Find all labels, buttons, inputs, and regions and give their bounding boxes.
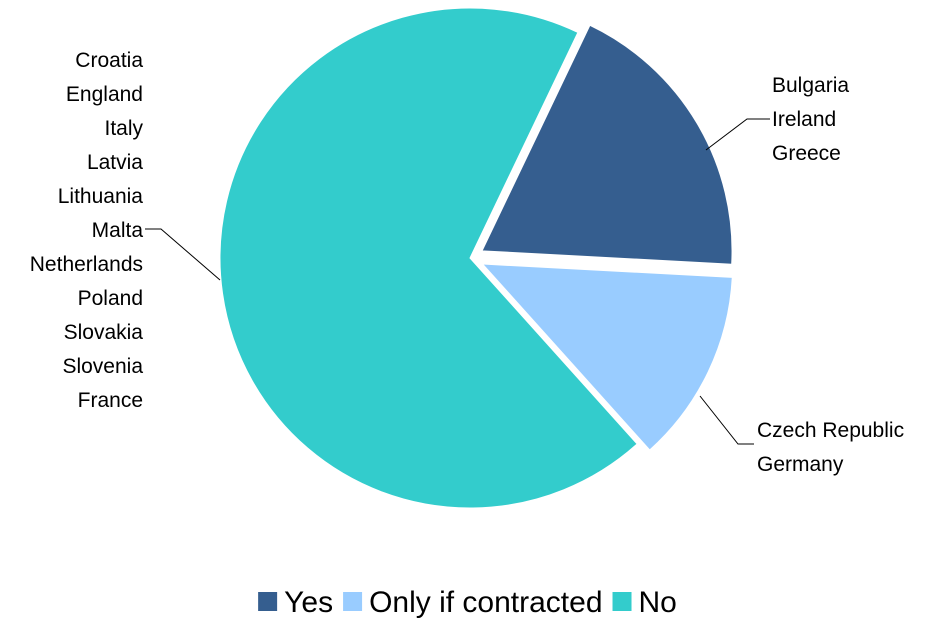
country-label-slovakia: Slovakia <box>64 321 144 344</box>
country-label-malta: Malta <box>92 219 144 242</box>
legend-item-no: No <box>612 586 677 619</box>
leader-line-yes <box>705 118 770 151</box>
legend-swatch-only-if-contracted <box>343 592 363 611</box>
country-label-france: France <box>78 389 143 412</box>
legend-swatch-no <box>612 592 632 611</box>
country-label-lithuania: Lithuania <box>58 185 144 208</box>
data-labels: Bulgaria Ireland Greece Czech Republic Germa… <box>30 49 904 476</box>
country-label-ireland: Ireland <box>772 108 836 131</box>
country-label-england: England <box>66 83 143 106</box>
country-label-netherlands: Netherlands <box>30 253 143 276</box>
pie-slice-yes <box>481 24 733 265</box>
legend-label-only-if-contracted: Only if contracted <box>369 586 602 619</box>
country-label-croatia: Croatia <box>75 49 143 72</box>
data-label-only-if-contracted: Czech Republic Germany <box>757 419 904 476</box>
pie-slices <box>219 7 733 509</box>
country-label-poland: Poland <box>78 287 143 310</box>
country-label-slovenia: Slovenia <box>62 355 143 378</box>
country-label-bulgaria: Bulgaria <box>772 74 849 97</box>
leader-line-only-if-contracted <box>699 395 754 445</box>
legend-item-yes: Yes <box>258 586 333 619</box>
country-label-greece: Greece <box>772 142 841 165</box>
legend: Yes Only if contracted No <box>258 586 677 619</box>
leader-line-no <box>145 228 221 281</box>
country-label-germany: Germany <box>757 453 844 476</box>
country-label-latvia: Latvia <box>87 151 143 174</box>
legend-label-no: No <box>639 586 677 619</box>
country-label-czech-republic: Czech Republic <box>757 419 904 442</box>
country-label-italy: Italy <box>104 117 143 140</box>
legend-item-only-if-contracted: Only if contracted <box>343 586 603 619</box>
data-label-yes: Bulgaria Ireland Greece <box>772 74 849 165</box>
pie-slice-only-if-contracted <box>481 263 733 451</box>
leader-lines <box>145 118 770 445</box>
data-label-no: Croatia England Italy Latvia Lithuania Malta N… <box>30 49 144 412</box>
pie-slice-no <box>219 7 638 509</box>
legend-label-yes: Yes <box>284 586 333 619</box>
legend-swatch-yes <box>258 592 278 611</box>
